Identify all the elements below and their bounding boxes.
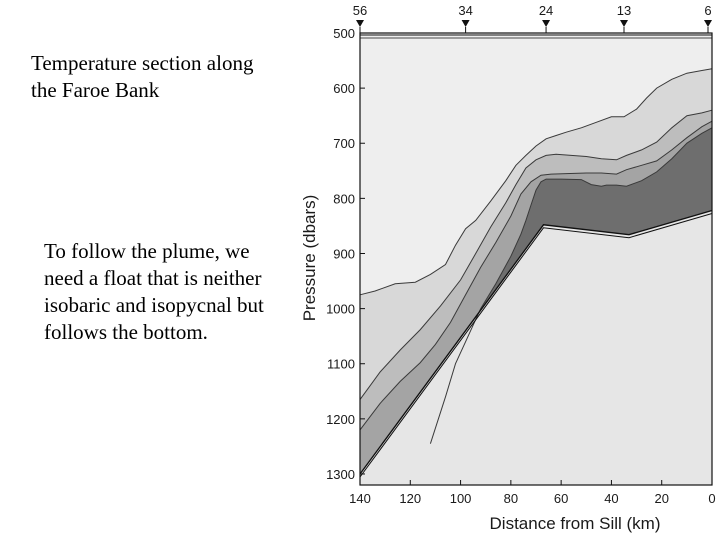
station-label: 6 — [704, 3, 711, 18]
x-tick-label: 40 — [604, 491, 618, 506]
y-axis: 500 600 700 800 900 1000 1100 1200 1300 — [326, 26, 365, 482]
slide-title: Temperature section along the Faroe Bank — [31, 51, 254, 102]
sea-floor — [360, 210, 712, 485]
station-marker — [620, 20, 628, 27]
y-tick-label: 1200 — [326, 412, 355, 427]
station-marker — [704, 20, 712, 27]
station-label: 56 — [353, 3, 367, 18]
y-tick-label: 600 — [333, 81, 355, 96]
station-label: 24 — [539, 3, 553, 18]
station-marker — [461, 20, 470, 27]
plot-fills — [360, 33, 712, 485]
station-markers: 56 34 24 13 6 — [353, 3, 712, 33]
plot-border — [359, 32, 713, 486]
bottom-line — [359, 209, 713, 475]
x-tick-label: 100 — [450, 491, 472, 506]
x-tick-label: 80 — [504, 491, 518, 506]
y-tick-label: 800 — [333, 191, 355, 206]
plot-contours — [359, 68, 713, 478]
x-axis: 140 120 100 80 60 40 20 0 — [349, 480, 716, 506]
contour-line-2 — [359, 109, 713, 400]
contour-line-4 — [429, 127, 713, 444]
contour-line-3 — [359, 120, 713, 431]
station-label: 34 — [458, 3, 472, 18]
x-tick-label: 140 — [349, 491, 371, 506]
x-tick-label: 120 — [399, 491, 421, 506]
y-tick-label: 1000 — [326, 302, 355, 317]
station-marker — [542, 20, 551, 27]
plot-frame — [359, 32, 713, 486]
station-label: 13 — [617, 3, 631, 18]
y-tick-label: 900 — [333, 246, 355, 261]
slide-body-text: To follow the plume, we need a float tha… — [44, 239, 264, 344]
y-tick-label: 500 — [333, 26, 355, 41]
y-tick-label: 700 — [333, 136, 355, 151]
x-tick-label: 0 — [708, 491, 715, 506]
y-axis-title: Pressure (dbars) — [300, 195, 319, 322]
station-marker — [356, 20, 364, 27]
contour-line-1 — [359, 68, 713, 296]
x-axis-title: Distance from Sill (km) — [490, 514, 661, 533]
x-tick-label: 60 — [554, 491, 568, 506]
y-tick-label: 1100 — [327, 357, 355, 372]
bottom-line-inner — [359, 213, 713, 478]
y-tick-label: 1300 — [326, 467, 355, 482]
x-tick-label: 20 — [654, 491, 668, 506]
